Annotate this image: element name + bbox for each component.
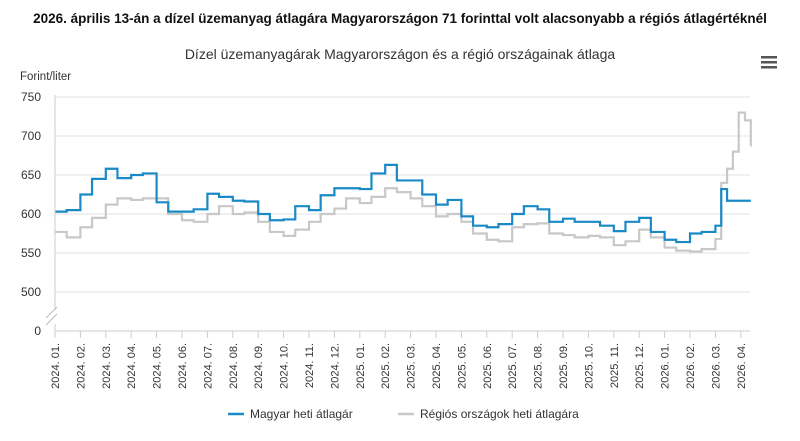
- x-tick-label: 2025. 05.: [456, 343, 468, 389]
- x-tick-label: 2024. 08.: [228, 343, 240, 389]
- legend-label: Régiós országok heti átlagára: [420, 407, 579, 421]
- hamburger-menu-icon[interactable]: [760, 54, 778, 76]
- x-tick-label: 2025. 10.: [583, 343, 595, 389]
- x-tick-label: 2025. 02.: [380, 343, 392, 389]
- legend-label: Magyar heti átlagár: [250, 407, 353, 421]
- x-tick-label: 2024. 03.: [101, 343, 113, 389]
- x-tick-label: 2025. 11.: [609, 343, 621, 388]
- x-tick-label: 2024. 06.: [177, 343, 189, 389]
- x-tick-label: 2024. 10.: [279, 343, 291, 389]
- y-axis-label: Forint/liter: [20, 71, 71, 83]
- y-tick-label: 500: [21, 285, 41, 299]
- x-tick-label: 2025. 03.: [406, 343, 418, 389]
- x-tick-label: 2024. 05.: [152, 343, 164, 389]
- x-tick-label: 2025. 08.: [533, 343, 545, 389]
- x-tick-label: 2026. 04.: [736, 343, 748, 389]
- x-tick-label: 2025. 07.: [507, 343, 519, 389]
- x-tick-label: 2024. 11.: [304, 343, 316, 388]
- chart-subtitle: Dízel üzemanyagárak Magyarországon és a …: [185, 46, 616, 62]
- x-tick-label: 2024. 07.: [202, 343, 214, 389]
- x-tick-label: 2025. 06.: [482, 343, 494, 389]
- y-tick-label: 0: [34, 324, 41, 338]
- x-tick-label: 2024. 04.: [126, 343, 138, 389]
- y-tick-label: 700: [21, 129, 41, 143]
- chart-title: 2026. április 13-án a dízel üzemanyag át…: [33, 11, 767, 26]
- x-tick-label: 2024. 01.: [50, 343, 62, 389]
- x-tick-label: 2026. 01.: [660, 343, 672, 389]
- axis-break-mark: [45, 313, 58, 326]
- y-tick-label: 600: [21, 207, 41, 221]
- series-line: [55, 111, 752, 253]
- y-tick-label: 650: [21, 168, 41, 182]
- x-tick-label: 2025. 04.: [431, 343, 443, 389]
- y-tick-label: 550: [21, 246, 41, 260]
- series-line: [55, 163, 751, 244]
- x-tick-label: 2024. 09.: [253, 343, 265, 389]
- x-tick-label: 2026. 03.: [710, 343, 722, 389]
- axis-break-mark: [45, 306, 58, 319]
- x-tick-label: 2025. 01.: [355, 343, 367, 389]
- x-tick-label: 2025. 12.: [634, 343, 646, 389]
- x-tick-label: 2024. 12.: [329, 343, 341, 389]
- x-tick-label: 2024. 02.: [75, 343, 87, 389]
- x-tick-label: 2025. 09.: [558, 343, 570, 389]
- y-tick-label: 750: [21, 90, 41, 104]
- x-tick-label: 2026. 02.: [685, 343, 697, 389]
